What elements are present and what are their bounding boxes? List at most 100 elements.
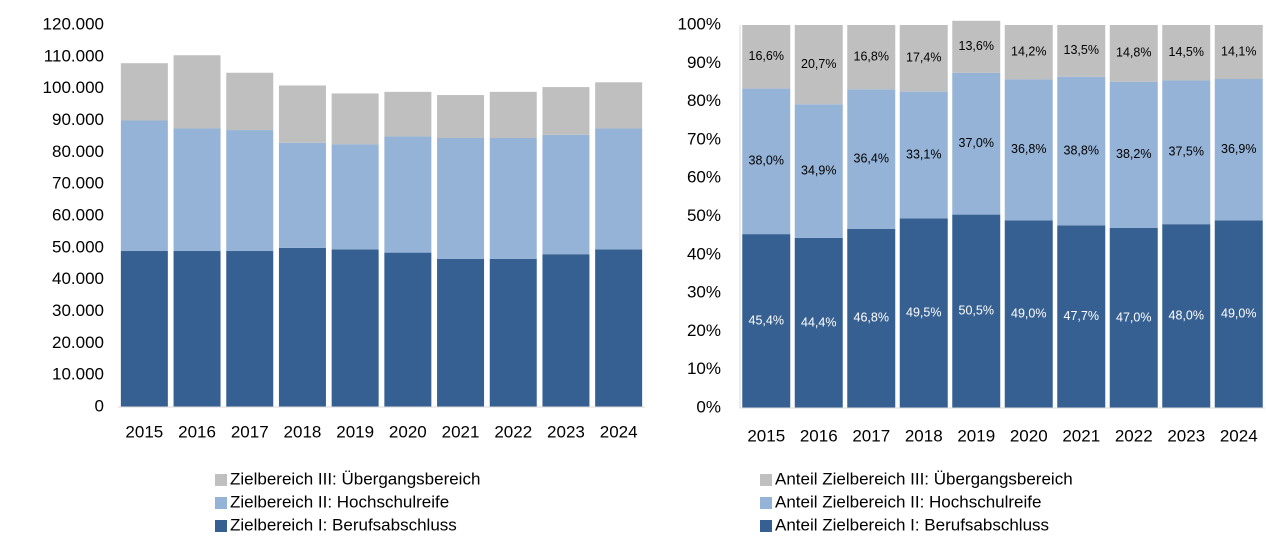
y-tick-label: 90% (687, 53, 721, 72)
data-label: 14,5% (1169, 45, 1204, 59)
bar-segment (173, 251, 221, 407)
bar-segment (1162, 224, 1211, 408)
bar-segment (899, 218, 948, 408)
bar-segment (1214, 79, 1263, 221)
x-tick-label: 2019 (957, 426, 995, 445)
bar-segment (1109, 227, 1158, 408)
data-label: 36,9% (1221, 142, 1256, 156)
y-tick-label: 120.000 (43, 14, 104, 33)
data-label: 17,4% (906, 51, 941, 65)
bar-segment (847, 89, 896, 229)
bar-segment (542, 254, 590, 407)
x-tick-label: 2016 (800, 426, 838, 445)
data-label: 45,4% (749, 313, 784, 327)
data-label: 33,1% (906, 147, 941, 161)
y-tick-label: 10% (687, 359, 721, 378)
x-tick-label: 2017 (852, 426, 890, 445)
legend-label: Zielbereich I: Berufsabschluss (230, 515, 457, 534)
bar-segment (1004, 79, 1053, 221)
data-label: 48,0% (1169, 308, 1204, 322)
data-label: 50,5% (959, 304, 994, 318)
bar-segment (437, 95, 485, 139)
y-tick-label: 80% (687, 91, 721, 110)
data-label: 13,6% (959, 39, 994, 53)
bar-segment (952, 20, 1001, 73)
bar-segment (489, 258, 537, 407)
y-tick-label: 0% (696, 397, 721, 416)
data-label: 36,8% (1011, 142, 1046, 156)
bar-segment (1214, 220, 1263, 408)
data-label: 13,5% (1064, 43, 1099, 57)
bar-segment (384, 252, 432, 407)
bar-segment (1109, 25, 1158, 82)
bar-segment (742, 234, 791, 408)
bar-segment (331, 144, 379, 250)
bar-segment (437, 138, 485, 259)
legend-swatch (760, 474, 772, 486)
y-tick-label: 30.000 (52, 301, 104, 320)
x-tick-label: 2018 (905, 426, 943, 445)
y-tick-label: 50.000 (52, 237, 104, 256)
data-label: 16,8% (854, 49, 889, 63)
data-label: 34,9% (801, 163, 836, 177)
bar-segment (899, 91, 948, 219)
data-label: 36,4% (854, 151, 889, 165)
y-tick-label: 70% (687, 129, 721, 148)
x-tick-label: 2019 (336, 422, 374, 441)
x-tick-label: 2015 (747, 426, 785, 445)
y-tick-label: 60.000 (52, 205, 104, 224)
data-label: 37,5% (1169, 145, 1204, 159)
y-tick-label: 10.000 (52, 365, 104, 384)
legend-swatch (760, 497, 772, 509)
y-tick-label: 30% (687, 283, 721, 302)
bar-segment (794, 237, 843, 408)
x-tick-label: 2017 (231, 422, 269, 441)
bar-segment (1004, 25, 1053, 80)
y-tick-label: 0 (95, 396, 104, 415)
bar-segment (1162, 80, 1211, 225)
y-tick-label: 100.000 (43, 78, 104, 97)
legend-swatch (215, 520, 227, 532)
data-label: 49,0% (1221, 306, 1256, 320)
data-label: 49,0% (1011, 306, 1046, 320)
bar-segment (742, 88, 791, 235)
y-tick-label: 100% (678, 14, 721, 33)
bar-segment (1057, 76, 1106, 226)
bar-segment (278, 85, 326, 143)
x-tick-label: 2022 (1115, 426, 1153, 445)
data-label: 37,0% (959, 136, 994, 150)
x-tick-label: 2023 (547, 422, 585, 441)
x-tick-label: 2023 (1167, 426, 1205, 445)
y-tick-label: 110.000 (44, 46, 104, 65)
data-label: 38,8% (1064, 143, 1099, 157)
bar-segment (1109, 81, 1158, 228)
legend-label: Anteil Zielbereich III: Übergangsbereich (775, 469, 1073, 488)
y-tick-label: 50% (687, 206, 721, 225)
data-label: 47,7% (1064, 309, 1099, 323)
legend-label: Zielbereich II: Hochschulreife (230, 492, 449, 511)
x-tick-label: 2024 (1220, 426, 1258, 445)
bar-segment (120, 251, 168, 407)
bar-segment (742, 25, 791, 89)
bar-segment (595, 128, 643, 250)
data-label: 49,5% (906, 306, 941, 320)
bar-segment (595, 82, 643, 129)
bar-segment (489, 138, 537, 259)
x-tick-label: 2015 (125, 422, 163, 441)
y-tick-label: 80.000 (52, 142, 104, 161)
y-tick-label: 60% (687, 168, 721, 187)
x-tick-label: 2024 (600, 422, 638, 441)
data-label: 38,2% (1116, 147, 1151, 161)
data-label: 47,0% (1116, 310, 1151, 324)
bar-segment (899, 25, 948, 92)
bar-segment (847, 25, 896, 90)
y-tick-label: 90.000 (52, 110, 104, 129)
bar-segment (226, 251, 274, 407)
bar-segment (1057, 25, 1106, 77)
bar-segment (952, 72, 1001, 215)
data-label: 46,8% (854, 311, 889, 325)
legend-swatch (760, 520, 772, 532)
bar-segment (437, 258, 485, 407)
bar-segment (794, 25, 843, 105)
bar-segment (226, 72, 274, 131)
